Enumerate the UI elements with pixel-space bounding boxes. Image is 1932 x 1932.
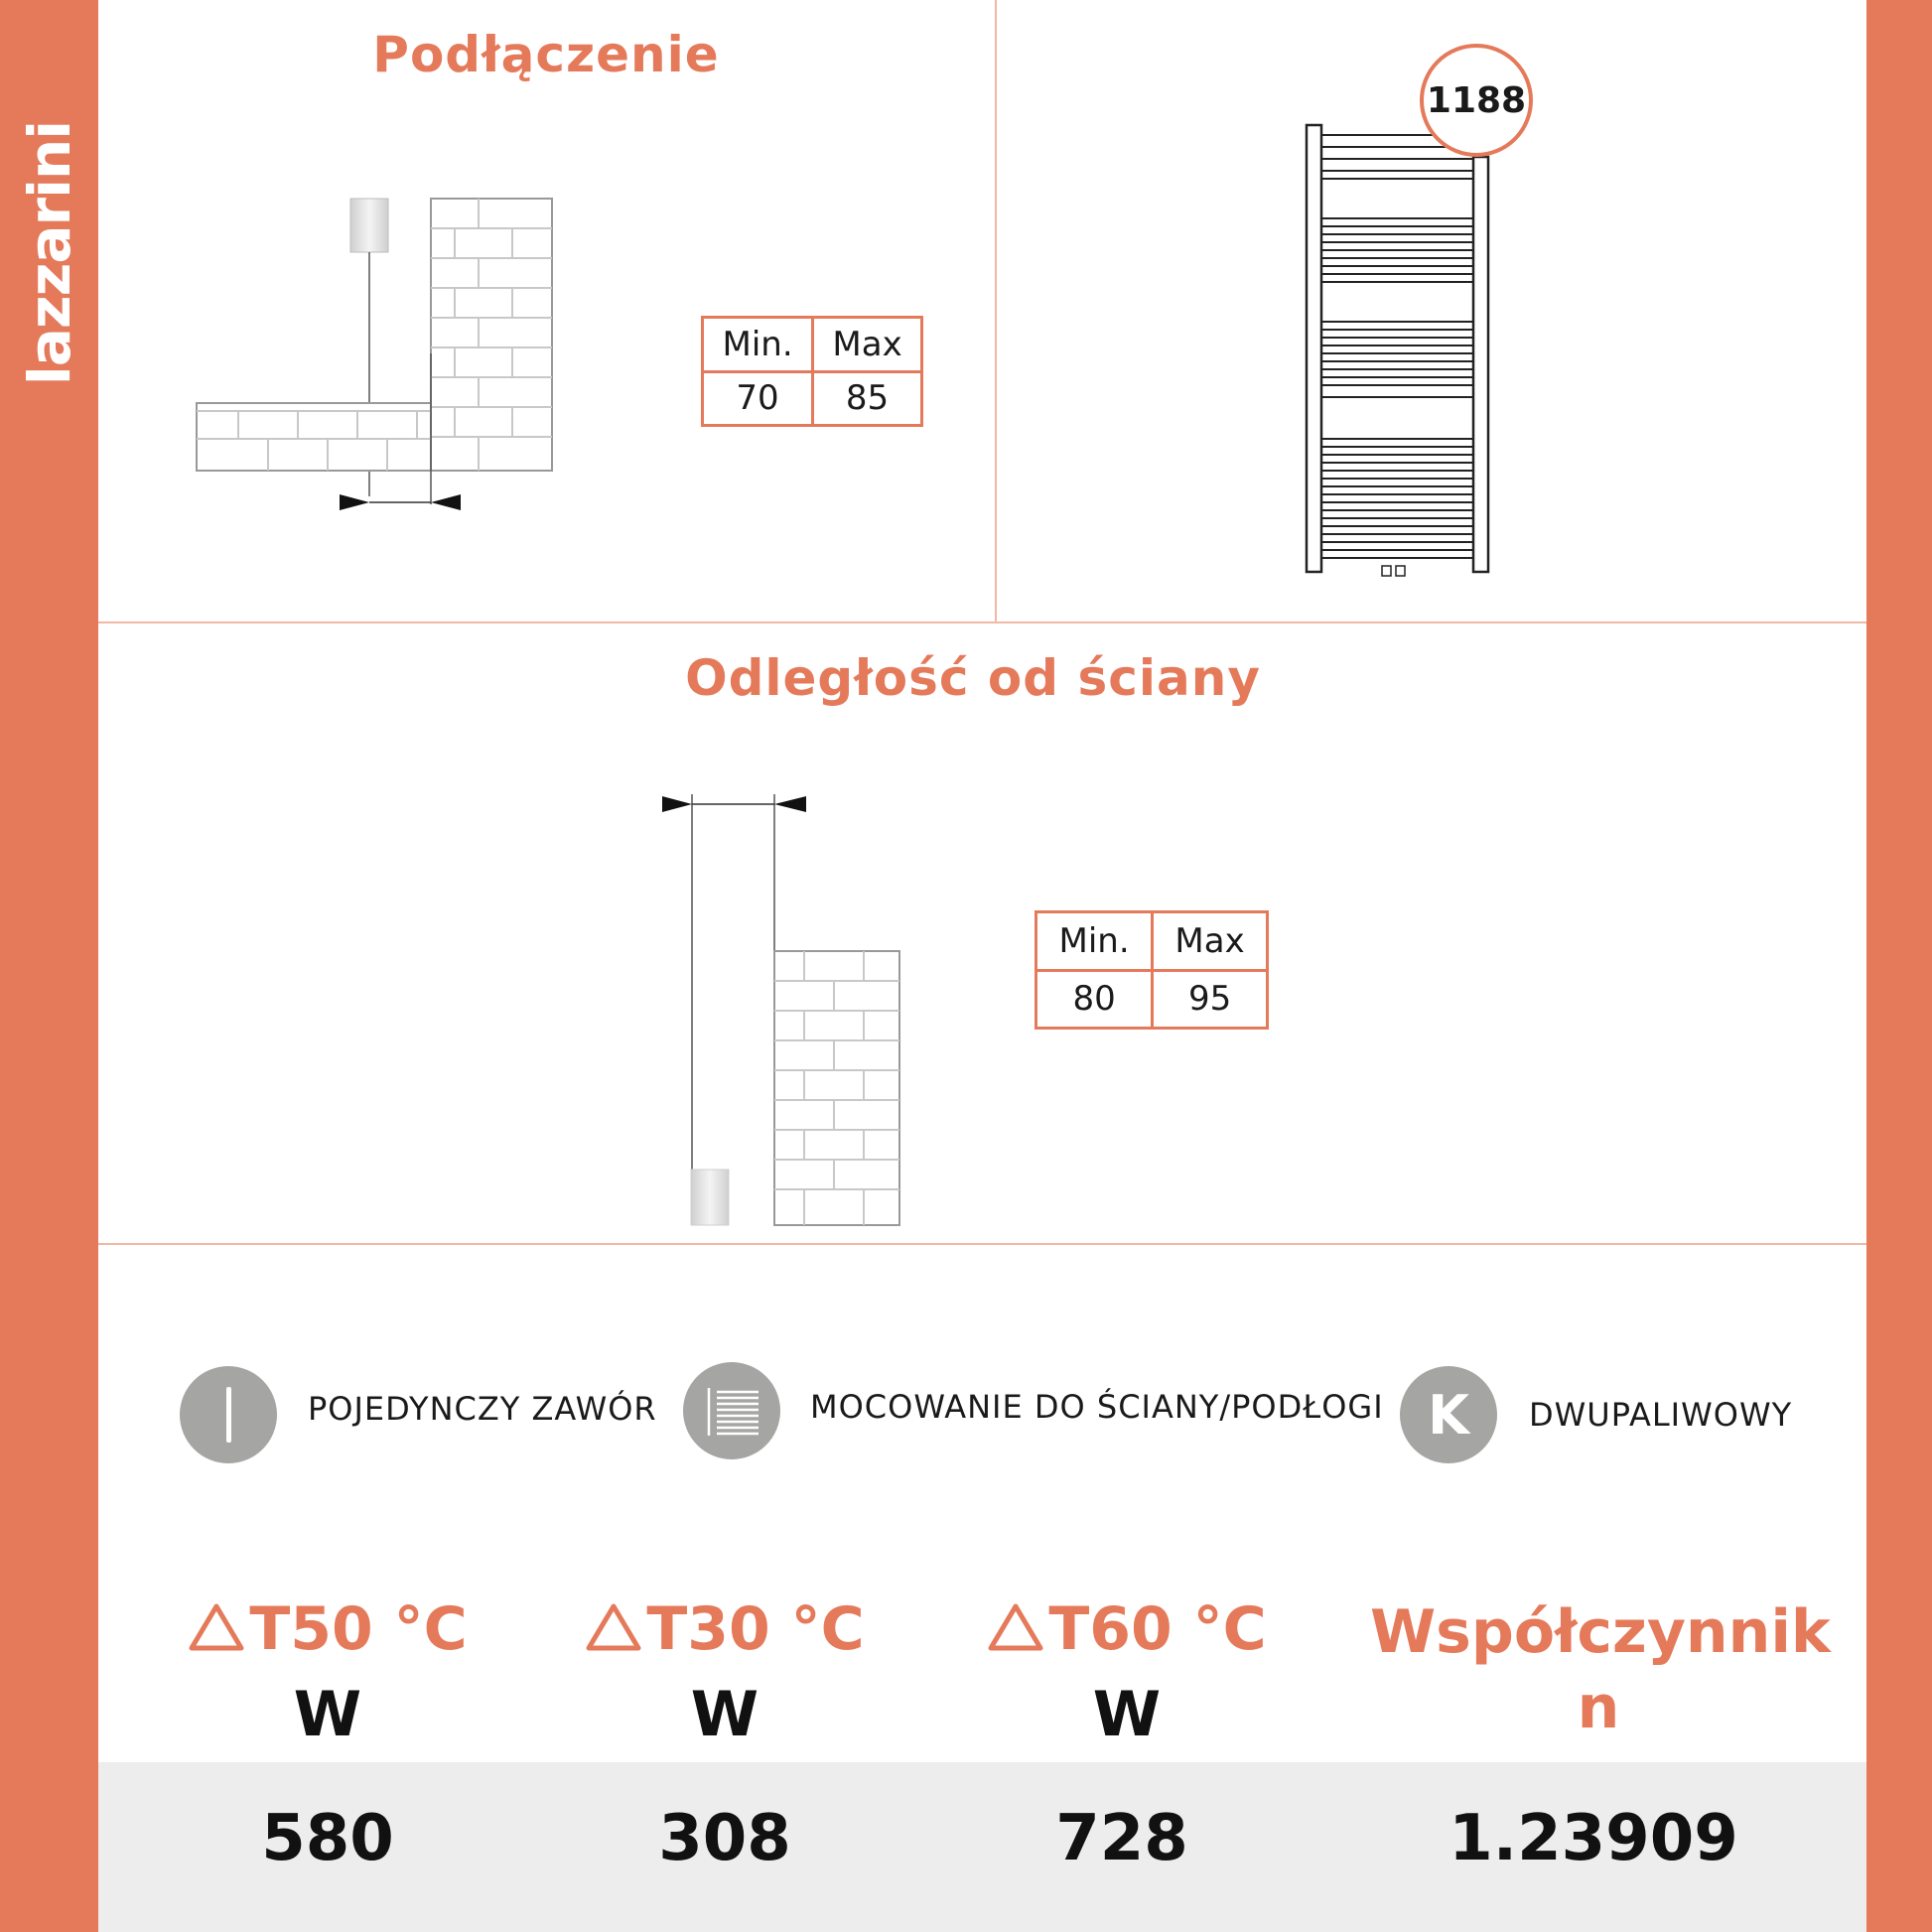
single-valve-icon: [180, 1366, 277, 1463]
wall-distance-max-label: Max: [1151, 910, 1269, 972]
brand-sidebar: lazzarini: [0, 0, 98, 1932]
delta-triangle-icon: [585, 1597, 642, 1667]
connection-minmax-table: Min. Max 70 85: [700, 316, 923, 427]
wall-distance-title: Odległość od ściany: [685, 649, 1261, 707]
connection-min-label: Min.: [700, 316, 815, 373]
right-border: [1866, 0, 1932, 1932]
wall-distance-min-value: 80: [1034, 968, 1155, 1030]
spec-unit-t50: W: [293, 1678, 362, 1750]
connection-max-label: Max: [811, 316, 923, 373]
spec-value-t30: 308: [658, 1802, 791, 1875]
divider-2: [98, 1243, 1866, 1245]
spec-unit-t30: W: [690, 1678, 759, 1750]
height-badge: 1188: [1420, 44, 1533, 157]
wall-distance-max-value: 95: [1151, 968, 1269, 1030]
spec-unit-t60: W: [1092, 1678, 1162, 1750]
delta-triangle-icon: [987, 1597, 1044, 1667]
dual-fuel-icon: K: [1400, 1366, 1497, 1463]
delta-triangle-icon: [188, 1597, 245, 1667]
connection-max-value: 85: [811, 369, 923, 427]
spec-header-t60: T60 °C: [948, 1594, 1306, 1667]
divider-1: [98, 621, 1866, 623]
brand-logo: lazzarini: [16, 120, 83, 386]
radiator-illustration: [1305, 123, 1490, 577]
spec-header-t30: T30 °C: [546, 1594, 903, 1667]
feature-label-single-valve: POJEDYNCZY ZAWÓR: [308, 1390, 657, 1428]
connection-title: Podłączenie: [372, 26, 720, 83]
wall-distance-minmax-table: Min. Max 80 95: [1034, 910, 1269, 1030]
spec-value-t50: 580: [261, 1802, 394, 1875]
wall-floor-mount-icon: [683, 1362, 780, 1459]
feature-label-dual-fuel: DWUPALIWOWY: [1529, 1396, 1793, 1434]
connection-min-value: 70: [700, 369, 815, 427]
dual-fuel-glyph: K: [1428, 1383, 1469, 1447]
wall-distance-min-label: Min.: [1034, 910, 1155, 972]
divider-vertical: [995, 0, 997, 621]
feature-label-wall-floor-mount: MOCOWANIE DO ŚCIANY/PODŁOGI: [810, 1388, 1384, 1426]
spec-header-coefficient: Współczynnik n: [1370, 1597, 1831, 1742]
wall-distance-diagram: [662, 794, 900, 1226]
spec-value-t60: 728: [1055, 1802, 1188, 1875]
spec-header-t50: T50 °C: [149, 1594, 506, 1667]
spec-values-row: [98, 1762, 1866, 1932]
spec-value-coefficient: 1.23909: [1449, 1802, 1738, 1875]
connection-diagram: [196, 198, 553, 510]
